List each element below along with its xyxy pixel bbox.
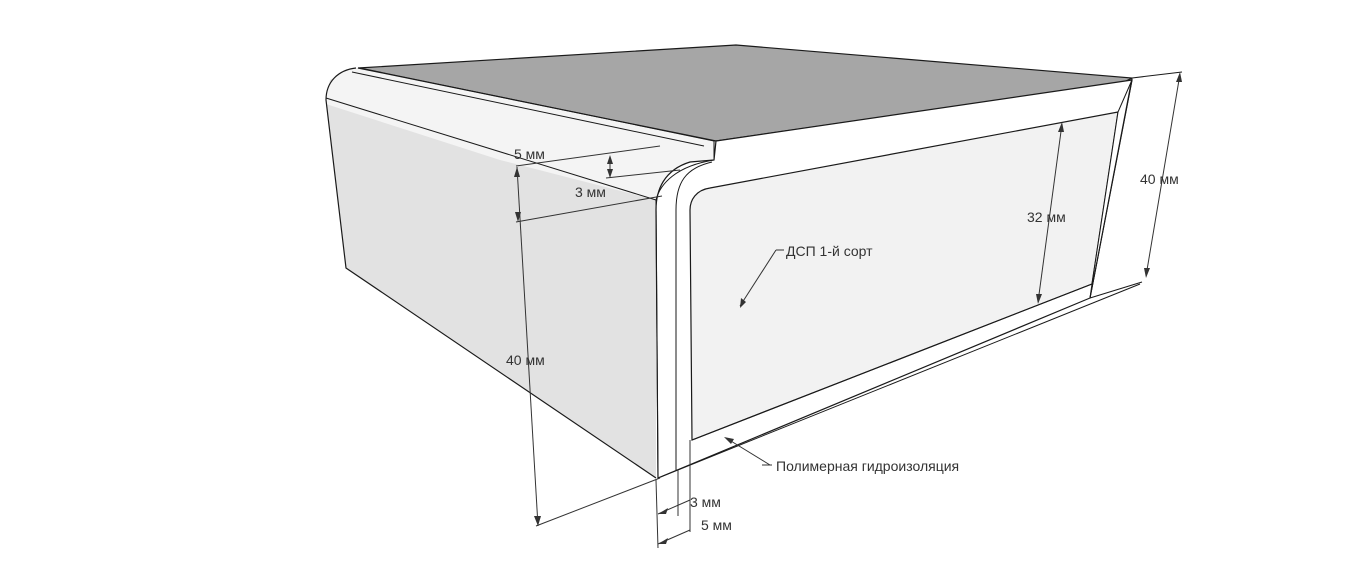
- nose-underline: [325, 97, 657, 201]
- label-coating: Полимерная гидроизоляция: [776, 458, 959, 474]
- dim-32-line: [1037, 123, 1063, 303]
- label-bottom-5mm: 5 мм: [701, 517, 732, 533]
- right-bottom-edge: [1089, 281, 1143, 299]
- front-lip-curve: [655, 141, 715, 201]
- label-core-32mm: 32 мм: [1027, 209, 1066, 225]
- dim-right-40-arrow-top: [1176, 72, 1182, 82]
- core-bottom-inner: [691, 283, 1093, 441]
- dim-32-arrow-top: [1058, 122, 1064, 132]
- left-side-outline: [325, 67, 657, 479]
- dim-left-ext-bot: [535, 477, 661, 527]
- label-bottom-3mm: 3 мм: [690, 494, 721, 510]
- dim-left-ext-mid: [515, 195, 663, 223]
- dim-lip-ext-2: [605, 169, 681, 179]
- dim-bottom-3mm-arrow: [658, 508, 668, 514]
- left-rounded-nose: [326, 68, 714, 200]
- top-chamfer-2: [351, 71, 705, 147]
- dim-32-arrow-bot: [1036, 294, 1042, 304]
- leader-coating: [725, 437, 771, 466]
- label-lip-5mm: 5 мм: [514, 146, 545, 162]
- dim-left-40-arrow-top: [514, 167, 520, 177]
- dim-left-40-arrow-bot: [534, 516, 541, 526]
- dim-right-40-line: [1145, 73, 1181, 277]
- dim-left-40-arrow-mid: [515, 212, 521, 222]
- label-lip-3mm: 3 мм: [575, 184, 606, 200]
- dim-left-40-line: [516, 166, 539, 527]
- dim-lip-3mm-arrow-down: [607, 169, 613, 178]
- dim-bottom-ext-1: [655, 479, 659, 549]
- right-top-edge: [1131, 71, 1183, 79]
- label-core-material: ДСП 1-й сорт: [786, 243, 873, 259]
- leader-core-material: [739, 249, 777, 307]
- leader-core-material-arrow: [740, 298, 746, 308]
- inner-lip-curve: [675, 161, 713, 470]
- band-vertical: [655, 199, 659, 479]
- dim-lip-3mm-arrow-up: [607, 155, 613, 164]
- dim-lip-ext-1: [515, 145, 661, 167]
- label-right-40mm: 40 мм: [1140, 171, 1179, 187]
- top-front-chamfer: [359, 67, 715, 142]
- right-outer-edge: [1089, 77, 1133, 299]
- label-side-40mm: 40 мм: [506, 352, 545, 368]
- dim-right-40-arrow-bot: [1144, 268, 1150, 278]
- leader-coating-arrow: [724, 437, 734, 444]
- dim-bottom-5mm-arrow: [658, 538, 668, 544]
